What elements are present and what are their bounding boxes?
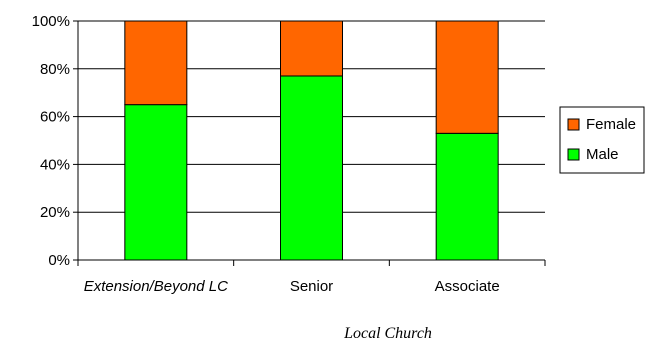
y-tick-label: 0% xyxy=(48,252,70,269)
bar-female-2 xyxy=(435,20,499,134)
y-axis-tick-labels: 0% 20% 40% 60% 80% 100% xyxy=(32,13,70,269)
x-axis-category-labels: Extension/Beyond LC Senior Associate xyxy=(84,278,500,295)
bar-female-1 xyxy=(280,20,343,77)
legend-swatch-female xyxy=(567,118,580,131)
bar-male-2 xyxy=(435,132,499,261)
axes xyxy=(77,21,546,266)
bar-female-0 xyxy=(124,20,188,106)
bar-male-0 xyxy=(124,104,188,261)
x-category-label: Extension/Beyond LC xyxy=(84,278,228,295)
y-tick-label: 100% xyxy=(32,13,70,30)
y-tick-label: 60% xyxy=(40,109,70,126)
legend-label: Male xyxy=(586,146,619,163)
x-category-label: Senior xyxy=(290,278,333,295)
x-category-label: Associate xyxy=(435,278,500,295)
legend: Female Male xyxy=(559,106,645,174)
category-group-label: Local Church xyxy=(343,325,432,342)
y-tick-label: 20% xyxy=(40,204,70,221)
bar-male-1 xyxy=(280,75,343,261)
bars xyxy=(124,20,499,261)
legend-box xyxy=(559,106,645,174)
y-tick-label: 80% xyxy=(40,61,70,78)
y-tick-label: 40% xyxy=(40,156,70,173)
legend-label: Female xyxy=(586,116,636,133)
legend-swatch-male xyxy=(567,148,580,161)
